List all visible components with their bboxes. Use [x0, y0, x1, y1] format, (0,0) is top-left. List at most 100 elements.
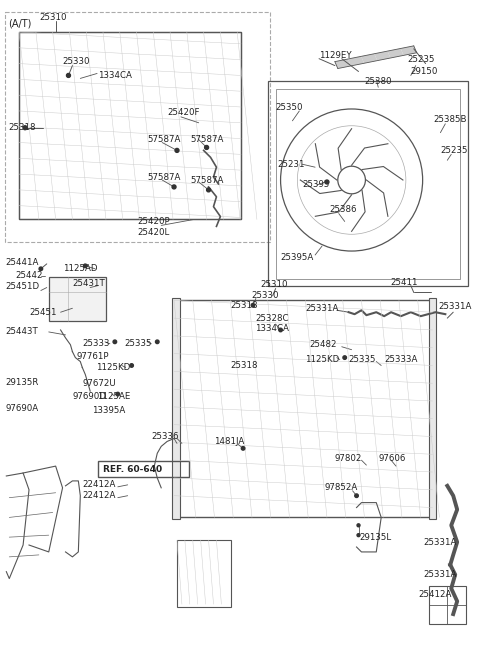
Text: 25451: 25451 — [29, 308, 57, 317]
Text: 25331A: 25331A — [424, 570, 457, 579]
Text: 25333A: 25333A — [384, 355, 418, 364]
Text: 25318: 25318 — [230, 301, 258, 310]
Text: 25443T: 25443T — [5, 328, 38, 337]
Circle shape — [156, 340, 159, 344]
Text: 25335: 25335 — [348, 355, 376, 364]
Text: 25336: 25336 — [151, 432, 179, 441]
Circle shape — [355, 494, 358, 498]
Text: 1334CA: 1334CA — [98, 71, 132, 80]
Text: 25442: 25442 — [15, 271, 43, 280]
Text: 1129EY: 1129EY — [319, 51, 352, 60]
Text: 97690D: 97690D — [72, 392, 106, 401]
Text: 13395A: 13395A — [92, 406, 125, 415]
Bar — [429, 586, 466, 624]
Text: 25330: 25330 — [251, 291, 278, 300]
Text: 25328C: 25328C — [255, 314, 288, 323]
Circle shape — [357, 534, 360, 536]
Circle shape — [84, 264, 87, 268]
Polygon shape — [401, 46, 417, 56]
Circle shape — [116, 392, 120, 396]
Bar — [429, 299, 436, 519]
Text: 25235: 25235 — [408, 55, 435, 64]
Text: 25331A: 25331A — [438, 302, 472, 310]
Circle shape — [113, 340, 117, 344]
Text: 25420L: 25420L — [138, 228, 170, 237]
Circle shape — [23, 126, 27, 130]
Text: 1125KD: 1125KD — [305, 355, 339, 364]
Bar — [98, 461, 189, 477]
Text: 25420F: 25420F — [167, 109, 200, 117]
Text: 97672U: 97672U — [82, 379, 116, 388]
Bar — [19, 32, 241, 219]
Circle shape — [325, 180, 329, 184]
Text: (A/T): (A/T) — [8, 18, 32, 28]
Text: 25331A: 25331A — [305, 304, 338, 313]
Text: 1125AE: 1125AE — [97, 392, 131, 401]
Text: 25395: 25395 — [302, 180, 330, 189]
Text: 25318: 25318 — [8, 123, 36, 132]
Bar — [49, 276, 106, 321]
Text: 25310: 25310 — [39, 12, 66, 22]
Text: 97802: 97802 — [335, 454, 362, 462]
Text: 25411: 25411 — [390, 278, 418, 287]
Text: 25330: 25330 — [62, 57, 90, 66]
Text: 22412A: 22412A — [82, 480, 116, 489]
Text: 25451D: 25451D — [5, 282, 39, 291]
Text: REF. 60-640: REF. 60-640 — [103, 464, 162, 474]
Text: 1125KD: 1125KD — [96, 363, 131, 372]
Text: 1334CA: 1334CA — [255, 324, 289, 333]
Circle shape — [241, 447, 245, 450]
Circle shape — [172, 185, 176, 189]
Circle shape — [130, 364, 133, 367]
Text: 25231: 25231 — [277, 160, 305, 169]
Text: 1125AD: 1125AD — [62, 265, 97, 273]
Text: 97690A: 97690A — [5, 404, 38, 413]
Text: 25386: 25386 — [329, 205, 357, 214]
Text: 25331A: 25331A — [424, 538, 457, 546]
Polygon shape — [374, 51, 390, 61]
Text: 25420P: 25420P — [138, 217, 170, 226]
Circle shape — [39, 267, 43, 271]
Text: 25335: 25335 — [125, 339, 152, 348]
Circle shape — [251, 303, 255, 307]
Text: 1481JA: 1481JA — [215, 437, 245, 446]
Text: 22412A: 22412A — [82, 491, 116, 500]
Text: 57587A: 57587A — [147, 135, 181, 144]
Polygon shape — [387, 48, 404, 58]
Text: 25412A: 25412A — [419, 590, 452, 599]
Polygon shape — [348, 56, 364, 66]
Text: 25310: 25310 — [260, 280, 288, 289]
Bar — [276, 89, 460, 278]
Bar — [172, 299, 180, 519]
Circle shape — [343, 356, 347, 360]
Text: 25385B: 25385B — [433, 115, 467, 124]
Text: 57587A: 57587A — [147, 172, 181, 181]
Text: 25395A: 25395A — [281, 253, 314, 263]
Bar — [177, 540, 231, 607]
Text: 97852A: 97852A — [325, 483, 358, 493]
Text: 25431T: 25431T — [72, 279, 105, 288]
Text: 25235: 25235 — [440, 146, 468, 155]
Polygon shape — [335, 59, 351, 69]
Text: 25318: 25318 — [230, 361, 258, 370]
Circle shape — [67, 73, 71, 77]
Text: 29150: 29150 — [411, 67, 438, 76]
Bar — [5, 12, 270, 242]
Text: 97606: 97606 — [378, 454, 406, 462]
Text: 25482: 25482 — [309, 340, 336, 349]
Text: 29135R: 29135R — [5, 378, 39, 386]
Circle shape — [279, 328, 282, 331]
Text: 25380: 25380 — [364, 77, 392, 86]
Text: 25333: 25333 — [82, 339, 110, 348]
Bar — [174, 301, 432, 517]
Text: 97761P: 97761P — [76, 352, 109, 361]
Polygon shape — [361, 54, 377, 64]
Circle shape — [206, 188, 211, 192]
Text: 25441A: 25441A — [5, 258, 39, 267]
Bar — [19, 32, 241, 219]
Bar — [268, 81, 468, 286]
Text: 57587A: 57587A — [191, 135, 224, 144]
Circle shape — [175, 149, 179, 153]
Circle shape — [204, 145, 209, 149]
Text: 25350: 25350 — [276, 103, 303, 113]
